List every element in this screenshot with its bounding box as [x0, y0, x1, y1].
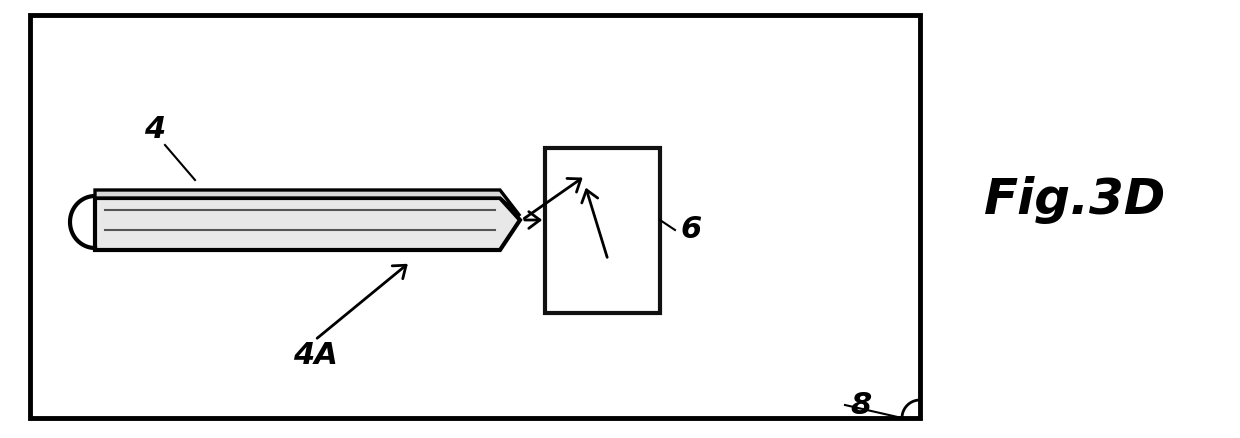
Bar: [30, 15, 920, 418]
Text: 4A: 4A: [293, 340, 337, 370]
Text: 6: 6: [680, 215, 702, 244]
Text: Fig.3D: Fig.3D: [983, 176, 1166, 224]
Text: 8: 8: [849, 391, 872, 420]
Polygon shape: [95, 190, 520, 216]
Text: 4: 4: [144, 116, 166, 145]
Bar: [546, 148, 660, 313]
Polygon shape: [95, 198, 520, 250]
